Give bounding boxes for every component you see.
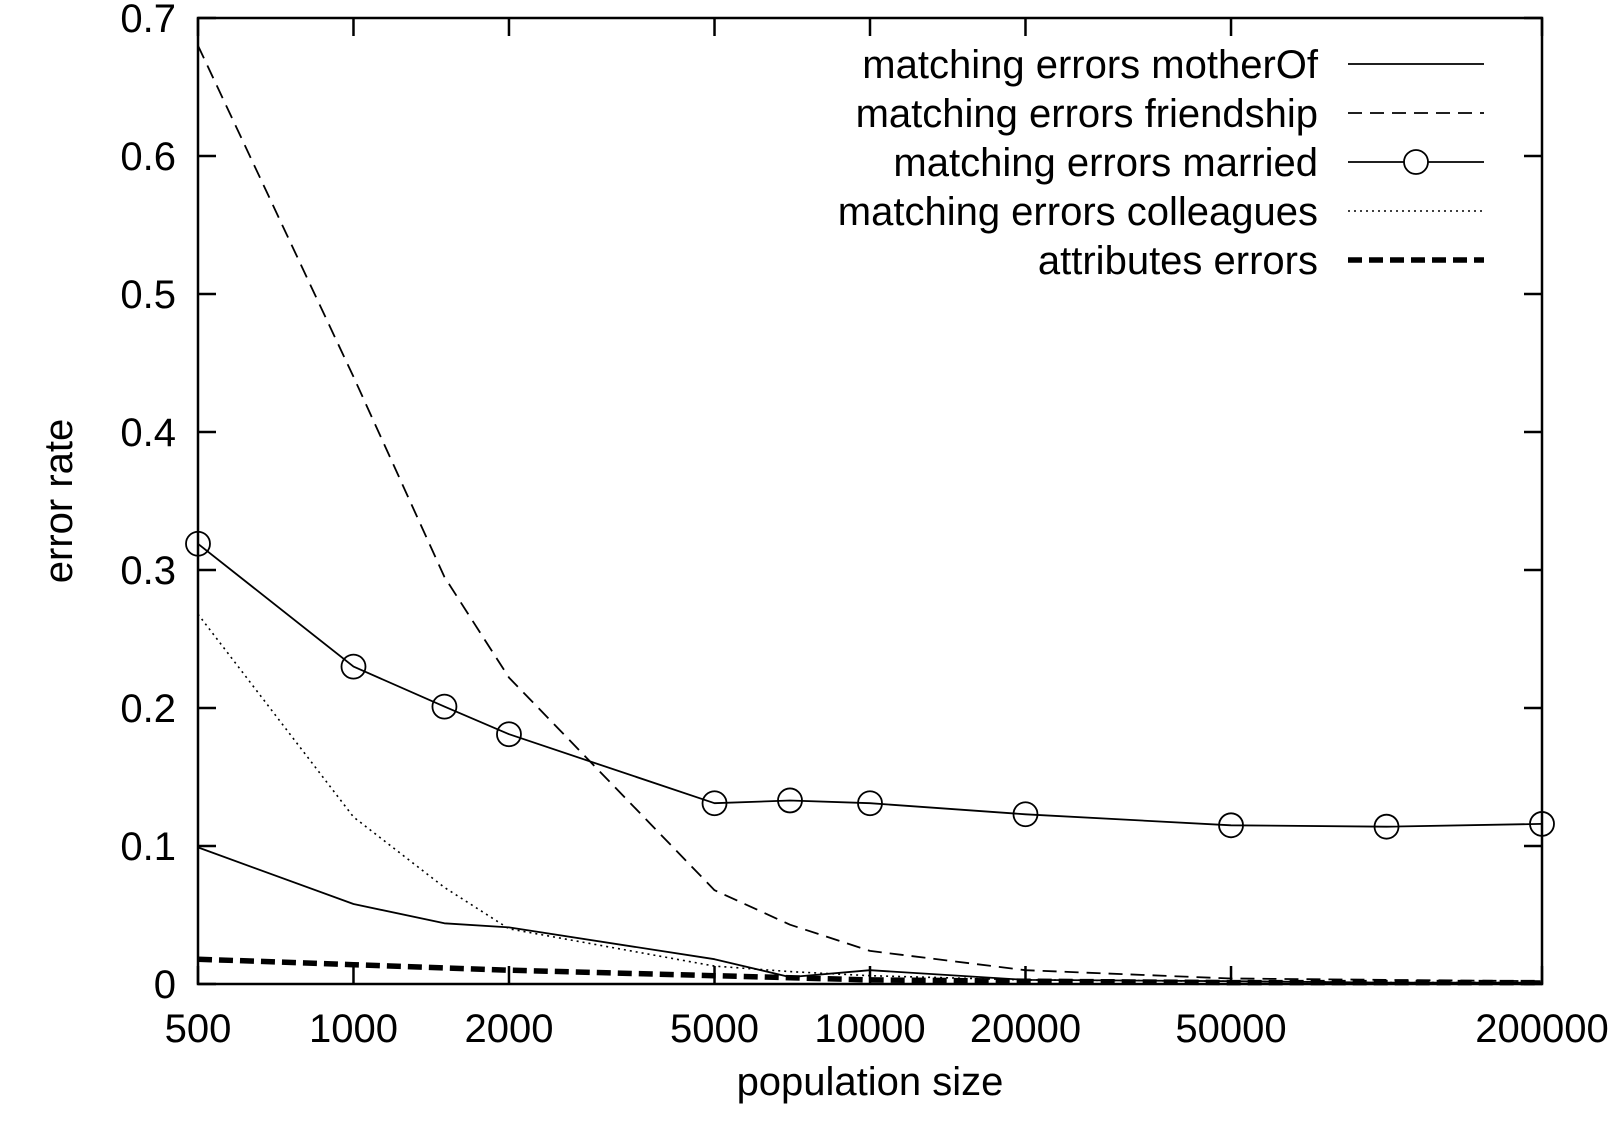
legend: matching errors motherOf matching errors …: [838, 43, 1484, 283]
x-tick-label: 10000: [814, 1007, 925, 1051]
series-matching-errors-motherof: [197, 846, 1542, 984]
legend-label: matching errors motherOf: [862, 43, 1319, 87]
legend-item: matching errors friendship: [856, 92, 1484, 136]
series-matching-errors-friendship: [197, 45, 1543, 983]
ticks-group: [196, 16, 1544, 986]
legend-item: matching errors motherOf: [862, 43, 1484, 87]
tick-labels-group: 0 0.1 0.2 0.3 0.4 0.5 0.6 0.7 500 1000 2000 5000 100…: [120, 0, 1608, 1051]
x-tick-label: 5000: [670, 1007, 759, 1051]
x-tick-label: 20000: [970, 1007, 1081, 1051]
series-matching-errors-married: [185, 530, 1555, 840]
x-tick-label: 1000: [309, 1007, 398, 1051]
data-point: [857, 790, 883, 817]
x-tick-label: 500: [165, 1007, 232, 1051]
data-point: [701, 790, 728, 817]
series-line: [197, 45, 1543, 983]
y-tick-label: 0: [154, 963, 176, 1007]
series-group: [185, 45, 1555, 986]
data-point: [1373, 813, 1400, 840]
data-point: [777, 787, 803, 814]
y-tick-label: 0.6: [120, 135, 176, 179]
legend-label: attributes errors: [1038, 239, 1318, 283]
y-tick-label: 0.7: [120, 0, 176, 41]
x-tick-label: 50000: [1175, 1007, 1286, 1051]
data-point: [1218, 812, 1244, 839]
data-point: [431, 693, 458, 720]
y-axis-label: error rate: [37, 419, 81, 584]
y-tick-label: 0.4: [120, 411, 176, 455]
y-tick-label: 0.2: [120, 687, 176, 731]
x-tick-label: 200000: [1475, 1007, 1608, 1051]
x-tick-label: 2000: [464, 1007, 553, 1051]
legend-label: matching errors colleagues: [838, 190, 1318, 234]
plot-frame: [196, 16, 1544, 986]
series-line: [197, 846, 1542, 984]
data-point: [340, 653, 367, 680]
legend-item: attributes errors: [1038, 239, 1484, 283]
legend-label: matching errors friendship: [856, 92, 1318, 136]
legend-marker: [1403, 149, 1429, 175]
y-tick-label: 0.5: [120, 273, 176, 317]
y-tick-label: 0.1: [120, 825, 176, 869]
series-matching-errors-colleagues: [197, 613, 1542, 984]
series-line: [197, 613, 1542, 984]
legend-label: matching errors married: [893, 141, 1318, 185]
legend-item: matching errors married: [893, 141, 1484, 185]
data-point: [1012, 801, 1039, 828]
legend-item: matching errors colleagues: [838, 190, 1484, 234]
data-point: [496, 721, 522, 748]
series-line: [197, 543, 1543, 828]
x-axis-label: population size: [737, 1060, 1004, 1104]
y-tick-label: 0.3: [120, 549, 176, 593]
